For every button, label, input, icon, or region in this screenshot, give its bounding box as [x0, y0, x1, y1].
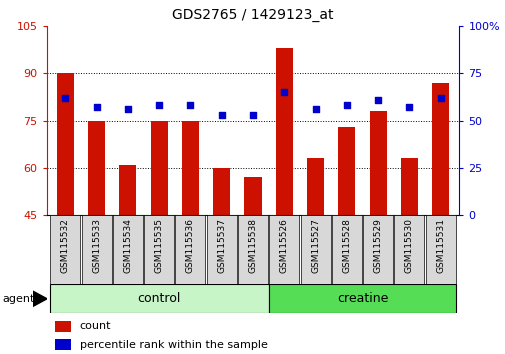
Point — [186, 103, 194, 108]
Bar — [213, 168, 230, 215]
Bar — [237, 215, 268, 284]
Text: GSM115532: GSM115532 — [61, 218, 70, 273]
Point — [92, 104, 100, 110]
Bar — [331, 215, 361, 284]
Polygon shape — [33, 291, 47, 307]
Bar — [400, 159, 417, 215]
Text: agent: agent — [3, 294, 35, 304]
Bar — [363, 215, 392, 284]
Bar — [181, 120, 198, 215]
Text: GSM115531: GSM115531 — [435, 218, 444, 273]
Text: GSM115538: GSM115538 — [248, 218, 257, 273]
Text: GSM115534: GSM115534 — [123, 218, 132, 273]
Bar — [300, 215, 330, 284]
Bar — [337, 127, 355, 215]
Bar — [81, 215, 112, 284]
Bar — [55, 339, 71, 350]
Text: GSM115526: GSM115526 — [279, 218, 288, 273]
Text: GSM115527: GSM115527 — [311, 218, 320, 273]
Bar — [425, 215, 455, 284]
Text: creatine: creatine — [336, 292, 387, 305]
Text: GSM115528: GSM115528 — [342, 218, 350, 273]
Bar — [244, 177, 261, 215]
Point — [373, 97, 381, 103]
Text: GSM115530: GSM115530 — [404, 218, 413, 273]
Point — [405, 104, 413, 110]
Point — [342, 103, 350, 108]
Bar — [55, 321, 71, 332]
Bar — [50, 215, 80, 284]
Bar — [150, 120, 168, 215]
Bar — [369, 111, 386, 215]
Bar — [119, 165, 136, 215]
Bar — [269, 215, 298, 284]
Bar — [207, 215, 236, 284]
Text: percentile rank within the sample: percentile rank within the sample — [79, 340, 267, 350]
Text: control: control — [137, 292, 180, 305]
Bar — [144, 215, 174, 284]
Text: GDS2765 / 1429123_at: GDS2765 / 1429123_at — [172, 8, 333, 22]
Point — [311, 106, 319, 112]
Bar — [307, 159, 324, 215]
Text: GSM115535: GSM115535 — [155, 218, 163, 273]
Bar — [88, 120, 105, 215]
Bar — [57, 73, 74, 215]
Point — [155, 103, 163, 108]
Point — [280, 89, 288, 95]
Point — [61, 95, 69, 101]
Bar — [268, 284, 456, 313]
Text: GSM115529: GSM115529 — [373, 218, 382, 273]
Bar — [393, 215, 424, 284]
Point — [124, 106, 132, 112]
Text: GSM115537: GSM115537 — [217, 218, 226, 273]
Text: count: count — [79, 321, 111, 331]
Point — [217, 112, 225, 118]
Point — [436, 95, 444, 101]
Bar — [49, 284, 268, 313]
Text: GSM115536: GSM115536 — [185, 218, 194, 273]
Bar — [275, 48, 292, 215]
Text: GSM115533: GSM115533 — [92, 218, 101, 273]
Bar — [431, 82, 448, 215]
Bar — [113, 215, 142, 284]
Point — [248, 112, 257, 118]
Bar — [175, 215, 205, 284]
